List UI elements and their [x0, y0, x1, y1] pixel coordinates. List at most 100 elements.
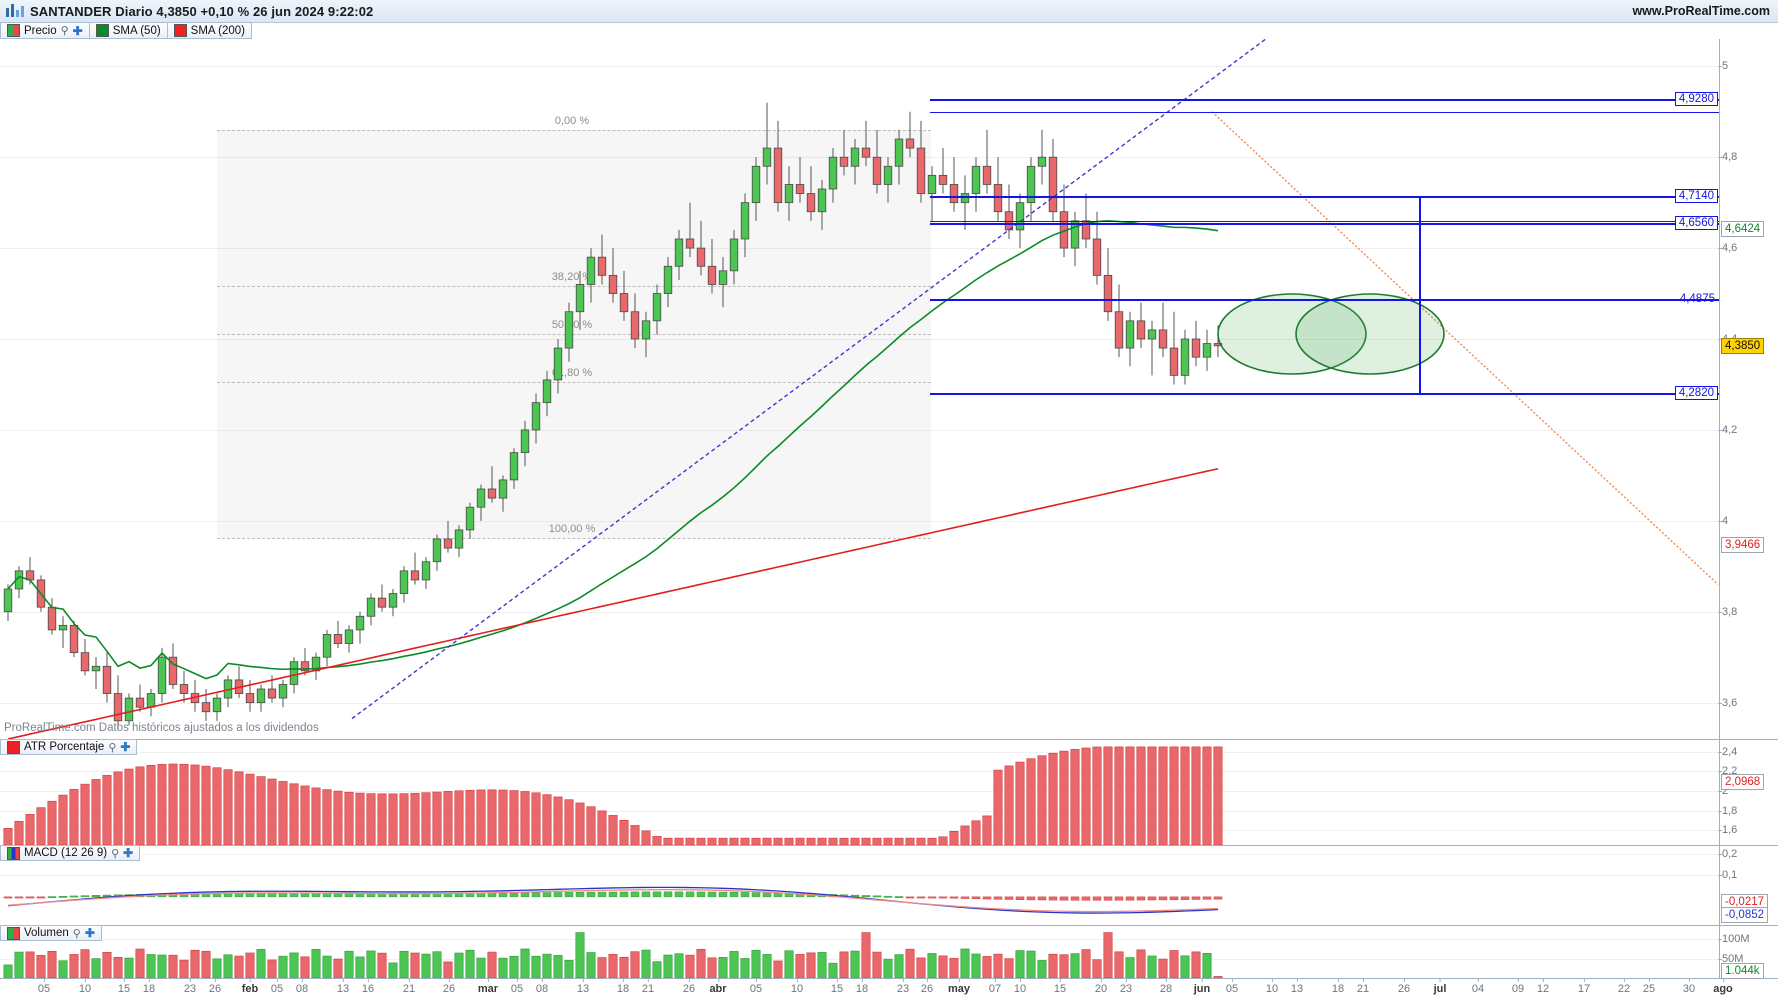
- legend-item-sma50[interactable]: SMA (50): [89, 22, 168, 39]
- volume-axis-label: 1.044k: [1721, 963, 1764, 979]
- macd-plot-area[interactable]: [0, 846, 1720, 925]
- volume-plot-area[interactable]: [0, 926, 1720, 978]
- date-axis-month: may: [947, 978, 971, 995]
- support-line: [930, 299, 1720, 302]
- date-axis-month: abr: [709, 978, 727, 995]
- add-icon[interactable]: ✚: [123, 846, 134, 860]
- watermark: www.ProRealTime.com: [1632, 4, 1770, 18]
- date-axis-month: ago: [1713, 978, 1733, 995]
- title-bar: SANTANDER Diario 4,3850 +0,10 % 26 jun 2…: [0, 0, 1778, 23]
- price-panel[interactable]: 0,00 %38,20 %50,00 %61,80 %100,00 %4,928…: [0, 39, 1778, 739]
- macd-tick: 0,1: [1717, 869, 1738, 882]
- date-axis-day: 18: [1331, 978, 1345, 995]
- volume-panel[interactable]: 100M 50M 1.044k: [0, 925, 1778, 979]
- price-plot-area[interactable]: 0,00 %38,20 %50,00 %61,80 %100,00 %4,928…: [0, 39, 1720, 739]
- price-tick: 3,6: [1717, 696, 1738, 709]
- legend-item-price[interactable]: Precio ⚲ ✚: [0, 22, 90, 39]
- date-axis-day: 13: [576, 978, 590, 995]
- fibonacci-label: 38,20 %: [551, 270, 593, 283]
- date-axis-month: jun: [1193, 978, 1211, 995]
- volume-swatch-icon: [7, 926, 20, 940]
- fibonacci-line: [217, 334, 931, 335]
- price-axis-label: 4,3850: [1721, 337, 1765, 354]
- atr-axis[interactable]: 2,4 2,2 2 1,8 1,6 2,0968: [1717, 740, 1778, 845]
- sma200-swatch-icon: [173, 24, 187, 37]
- date-axis-day: 23: [183, 978, 197, 995]
- fibonacci-label: 100,00 %: [548, 523, 596, 536]
- price-tick: 4: [1717, 514, 1729, 527]
- atr-panel[interactable]: 2,4 2,2 2 1,8 1,6 2,0968: [0, 739, 1778, 845]
- date-axis-day: 05: [510, 978, 524, 995]
- date-axis-day: 13: [1290, 978, 1304, 995]
- macd-swatch-icon: [7, 846, 20, 860]
- date-axis-day: 08: [535, 978, 549, 995]
- date-axis-day: 22: [1617, 978, 1631, 995]
- add-icon[interactable]: ✚: [72, 23, 83, 38]
- add-icon[interactable]: ✚: [120, 740, 131, 754]
- legend-label-price: Precio: [24, 24, 57, 37]
- price-swatch-icon: [7, 24, 20, 37]
- atr-title-chip[interactable]: ATR Porcentaje ⚲ ✚: [0, 739, 138, 755]
- atr-swatch-icon: [7, 740, 20, 754]
- date-axis-day: 09: [1511, 978, 1525, 995]
- candlestick-icon: [4, 3, 26, 19]
- date-axis-day: 05: [749, 978, 763, 995]
- fibonacci-line: [217, 129, 931, 131]
- date-axis-day: 28: [1159, 978, 1173, 995]
- atr-percent-axis-label: 2,0968: [1721, 773, 1765, 790]
- atr-percent-tick: 2: [1717, 785, 1729, 798]
- price-axis-label: 4,6424: [1721, 220, 1765, 237]
- date-axis-day: 10: [790, 978, 804, 995]
- price-tick: 4,8: [1717, 151, 1738, 164]
- volume-axis[interactable]: 100M 50M 1.044k: [1717, 926, 1778, 979]
- wrench-icon[interactable]: ⚲: [60, 25, 69, 37]
- macd-series: [3, 886, 1223, 914]
- date-axis-day: 13: [336, 978, 350, 995]
- date-axis-day: 08: [295, 978, 309, 995]
- volume-title-chip[interactable]: Volumen ⚲ ✚: [0, 925, 102, 941]
- support-line: [930, 196, 1720, 199]
- date-axis-day: 21: [641, 978, 655, 995]
- add-icon[interactable]: ✚: [84, 926, 95, 940]
- fibonacci-line: [217, 538, 931, 540]
- support-level-label: 4,2820: [1674, 385, 1718, 400]
- price-tick: 3,8: [1717, 605, 1738, 618]
- wrench-icon[interactable]: ⚲: [108, 741, 117, 754]
- wrench-icon[interactable]: ⚲: [111, 847, 120, 860]
- macd-panel[interactable]: 0,2 0,1 -0,0217 -0,0852: [0, 845, 1778, 925]
- macd-title: MACD (12 26 9): [24, 847, 108, 859]
- support-line: [930, 222, 1720, 225]
- fibonacci-label: 0,00 %: [554, 114, 590, 127]
- date-axis-day: 12: [1536, 978, 1550, 995]
- date-axis-day: 17: [1577, 978, 1591, 995]
- support-line: [930, 392, 1720, 395]
- atr-plot-area[interactable]: [0, 740, 1720, 845]
- date-axis-day: 05: [37, 978, 51, 995]
- legend-item-sma200[interactable]: SMA (200): [167, 22, 252, 39]
- date-axis-day: 10: [1013, 978, 1027, 995]
- support-level-label: 4,4875: [1679, 293, 1715, 306]
- date-axis-day: 26: [1397, 978, 1411, 995]
- volume-tick: 100M: [1718, 933, 1750, 946]
- date-axis-day: 15: [1053, 978, 1067, 995]
- date-axis-day: 21: [1356, 978, 1370, 995]
- fibonacci-line: [217, 285, 931, 287]
- atr-title: ATR Porcentaje: [24, 741, 105, 753]
- macd-title-chip[interactable]: MACD (12 26 9) ⚲ ✚: [0, 845, 141, 861]
- legend-label-sma50: SMA (50): [112, 24, 161, 37]
- date-axis-day: 26: [442, 978, 456, 995]
- wrench-icon[interactable]: ⚲: [72, 927, 81, 940]
- macd-axis[interactable]: 0,2 0,1 -0,0217 -0,0852: [1717, 846, 1778, 925]
- support-line: [930, 111, 1720, 113]
- date-axis-day: 10: [1265, 978, 1279, 995]
- date-axis[interactable]: 05 10 15 18 23 26 feb 05 08 13 16 21 26 mar 05 08 13 18 21…: [0, 978, 1778, 1001]
- legend-bar: Precio ⚲ ✚ SMA (50) SMA (200): [0, 22, 252, 39]
- support-line: [930, 99, 1720, 101]
- date-axis-month: mar: [477, 978, 499, 995]
- date-axis-day: 05: [270, 978, 284, 995]
- date-axis-day: 18: [142, 978, 156, 995]
- date-axis-day: 20: [1094, 978, 1108, 995]
- atr-percent-series: [3, 746, 1223, 845]
- date-axis-day: 26: [682, 978, 696, 995]
